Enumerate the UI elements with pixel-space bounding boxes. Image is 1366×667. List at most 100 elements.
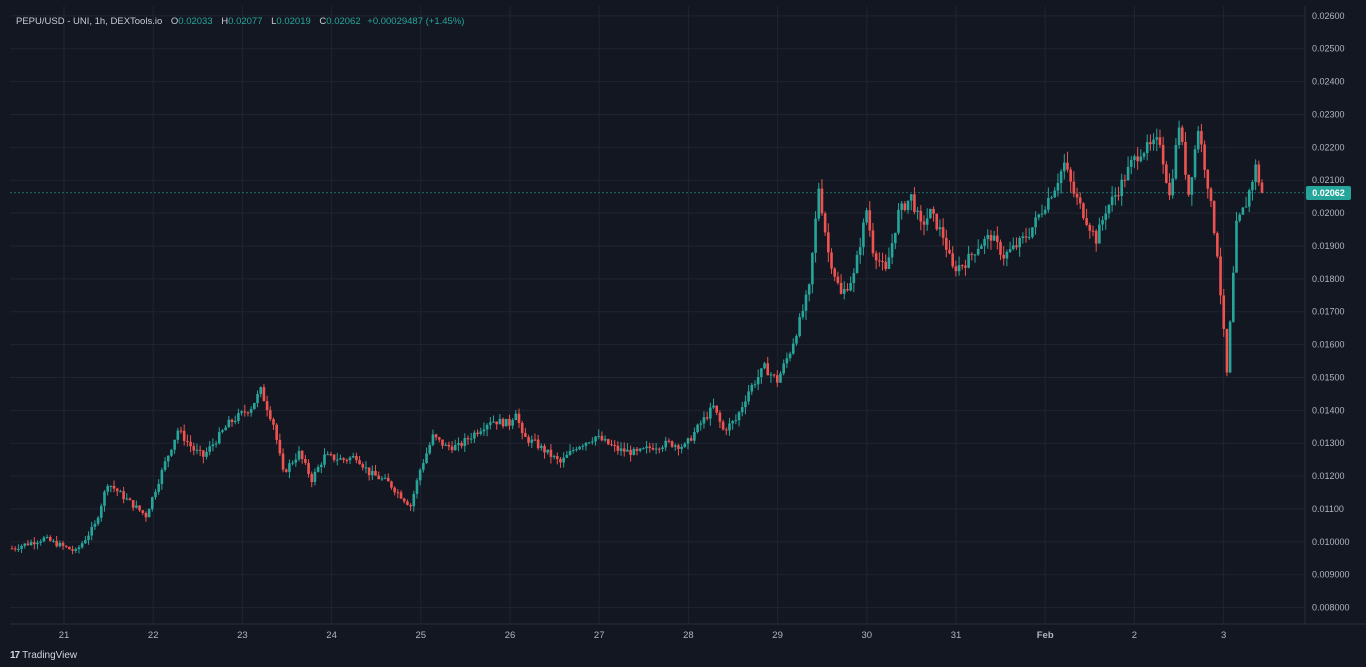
x-tick-label: 2	[1132, 630, 1137, 641]
candle-body	[728, 423, 731, 431]
candle-body	[428, 444, 432, 454]
candle-body	[616, 445, 620, 451]
candle-body	[791, 343, 795, 354]
candle-body	[1152, 139, 1155, 145]
candle-body	[807, 284, 811, 295]
candle-body	[511, 420, 514, 426]
candle-body	[1126, 166, 1130, 181]
candle-body	[224, 427, 227, 431]
x-tick-label: 3	[1221, 630, 1226, 641]
open-value: 0.02033	[178, 16, 213, 27]
candle-body	[1021, 236, 1025, 239]
candle-body	[906, 200, 910, 211]
candle-body	[380, 478, 384, 480]
y-tick-label: 0.02400	[1312, 77, 1345, 87]
candle-body	[718, 412, 722, 422]
candle-body	[887, 257, 891, 269]
candle-body	[253, 402, 256, 410]
candle-body	[437, 437, 441, 440]
x-tick-label: Feb	[1037, 630, 1054, 641]
candle-body	[71, 549, 74, 551]
candle-body	[1200, 131, 1203, 145]
candle-body	[980, 245, 983, 249]
candle-body	[371, 470, 374, 476]
candle-body	[460, 442, 463, 446]
candle-body	[546, 449, 550, 453]
candle-body	[1024, 236, 1028, 238]
candle-body	[862, 222, 865, 248]
candle-body	[163, 461, 167, 470]
candle-body	[664, 440, 667, 448]
candle-body	[195, 449, 199, 451]
candle-body	[1008, 249, 1012, 252]
candle-body	[1260, 182, 1264, 193]
candle-body	[205, 451, 208, 457]
candle-body	[147, 509, 151, 518]
candle-body	[90, 526, 94, 536]
candle-body	[945, 237, 948, 250]
candle-body	[55, 540, 58, 547]
candle-body	[530, 439, 534, 443]
candle-body	[208, 446, 212, 452]
tradingview-logo-icon: 17	[10, 650, 20, 661]
candle-body	[125, 498, 129, 500]
candle-body	[1034, 217, 1037, 228]
tradingview-brand[interactable]: 17 TradingView	[10, 650, 77, 661]
candle-body	[536, 439, 540, 449]
candle-body	[581, 445, 585, 447]
candle-body	[157, 483, 160, 492]
candle-body	[820, 188, 824, 214]
candle-body	[1101, 219, 1104, 225]
candle-body	[871, 230, 875, 254]
candle-body	[1219, 256, 1222, 296]
candle-body	[393, 487, 396, 493]
candle-body	[29, 542, 33, 546]
candle-body	[858, 247, 862, 255]
candle-body	[406, 501, 409, 505]
y-tick-label: 0.02100	[1312, 175, 1345, 185]
candle-body	[702, 417, 706, 424]
candle-body	[1187, 174, 1190, 195]
candle-body	[798, 317, 801, 337]
candle-body	[1247, 190, 1251, 207]
candle-body	[763, 363, 766, 369]
candle-body	[1193, 149, 1197, 178]
x-tick-label: 21	[59, 630, 70, 641]
candle-body	[431, 434, 435, 445]
candle-body	[272, 419, 275, 425]
y-tick-label: 0.01800	[1312, 274, 1345, 284]
candle-body	[501, 418, 505, 427]
candle-body	[817, 188, 821, 219]
candle-body	[740, 407, 744, 413]
candle-body	[390, 481, 393, 488]
candle-body	[852, 273, 856, 284]
candle-body	[954, 266, 958, 272]
candle-body	[999, 241, 1002, 255]
candle-body	[399, 492, 403, 499]
candle-body	[265, 401, 269, 411]
candle-body	[1018, 238, 1021, 248]
candle-body	[884, 261, 888, 269]
candle-body	[93, 523, 97, 527]
candle-body	[135, 505, 138, 508]
candle-body	[830, 252, 833, 269]
candle-body	[1107, 205, 1111, 214]
candle-body	[74, 549, 78, 551]
candle-body	[115, 488, 119, 492]
candle-body	[594, 436, 597, 442]
x-tick-label: 25	[416, 630, 427, 641]
candle-body	[559, 458, 562, 463]
candle-body	[520, 422, 524, 434]
x-tick-label: 26	[505, 630, 516, 641]
candle-body	[61, 542, 65, 546]
candle-body	[709, 407, 712, 419]
candle-body	[202, 450, 205, 457]
candle-body	[960, 265, 964, 267]
candle-body	[294, 459, 298, 463]
candle-body	[705, 417, 709, 419]
candle-body	[45, 536, 49, 538]
candle-body	[412, 493, 416, 507]
candle-body	[1155, 137, 1159, 140]
last-price-tag: 0.02062	[1306, 185, 1351, 200]
